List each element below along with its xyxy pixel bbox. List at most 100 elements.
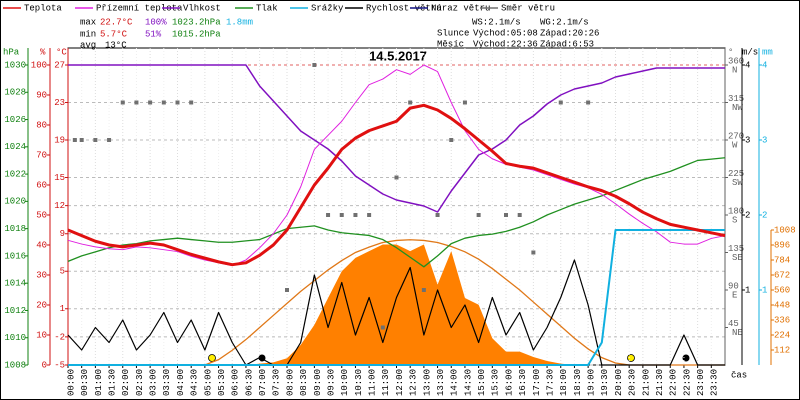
- legend-label: Přízemní teplota: [96, 3, 183, 13]
- series-line: [67, 157, 726, 268]
- x-tick-label: 23:30: [710, 369, 720, 396]
- direction-point: [421, 288, 426, 292]
- direction-point: [435, 213, 440, 217]
- info: Měsíc: [437, 39, 464, 49]
- x-axis-label: čas: [731, 370, 747, 380]
- series-line: [67, 103, 726, 267]
- x-tick-label: 11:00: [368, 369, 378, 396]
- moonrise-icon: [682, 354, 690, 362]
- direction-point: [134, 100, 139, 105]
- x-tick-label: 14:30: [463, 369, 473, 396]
- legend-label: Vlhkost: [183, 3, 221, 13]
- y-tick-label: 3: [745, 135, 750, 145]
- y-tick-label: 315: [728, 94, 744, 104]
- stat: 5.7°C: [100, 29, 128, 39]
- x-tick-label: 04:30: [190, 369, 200, 396]
- y-tick-label: 12: [54, 201, 65, 211]
- y-tick-label: 1010: [4, 333, 26, 343]
- y-tick-label: 1: [745, 285, 750, 295]
- y-tick-label: 60: [36, 180, 47, 190]
- direction-point: [93, 138, 98, 142]
- y-tick-label: 23: [54, 98, 65, 108]
- x-tick-label: 07:30: [272, 369, 282, 396]
- y-tick-label: 112: [774, 345, 790, 355]
- y-tick-label: 3: [762, 135, 767, 145]
- y-tick-label: 0: [42, 360, 47, 370]
- y-tick-label: 224: [774, 330, 790, 340]
- info: WG:2.1m/s: [540, 17, 589, 27]
- x-tick-label: 21:30: [655, 369, 665, 396]
- legend-label: Náraz větru: [431, 3, 490, 13]
- chart-title: 14.5.2017: [369, 48, 427, 63]
- y-tick-label: 50: [36, 210, 47, 220]
- compass-label: NE: [732, 328, 743, 338]
- stat: 51%: [145, 29, 162, 39]
- x-tick-label: 13:30: [436, 369, 446, 396]
- info: Slunce: [437, 28, 469, 38]
- y-tick-label: 2: [762, 210, 767, 220]
- x-tick-label: 06:30: [244, 369, 254, 396]
- stat-label: max: [80, 17, 96, 27]
- y-tick-label: 27: [54, 60, 65, 70]
- x-tick-label: 22:30: [682, 369, 692, 396]
- axis-title: mm: [762, 47, 773, 57]
- y-tick-label: 30: [36, 270, 47, 280]
- stat-label: avg: [80, 40, 96, 50]
- x-tick-label: 04:00: [176, 369, 186, 396]
- y-tick-label: 360: [728, 56, 744, 66]
- y-tick-label: -5: [54, 360, 65, 370]
- axis-title: °: [728, 47, 733, 57]
- x-tick-label: 23:00: [696, 369, 706, 396]
- y-tick-label: 672: [774, 270, 790, 280]
- legend-label: Srážky: [311, 3, 344, 13]
- series-line: [67, 64, 726, 267]
- y-tick-label: 90: [36, 90, 47, 100]
- y-tick-label: 560: [774, 285, 790, 295]
- compass-label: NW: [732, 103, 743, 113]
- legend-label: Tlak: [256, 3, 278, 13]
- x-tick-label: 20:30: [628, 369, 638, 396]
- direction-point: [517, 213, 522, 217]
- y-tick-label: 896: [774, 240, 790, 250]
- compass-label: E: [732, 290, 737, 300]
- x-tick-label: 12:00: [395, 369, 405, 396]
- series-line: [68, 229, 725, 366]
- stat: 1023.2hPa: [172, 17, 221, 27]
- direction-point: [394, 175, 399, 180]
- x-tick-label: 20:00: [614, 369, 624, 396]
- x-tick-label: 21:00: [641, 369, 651, 396]
- y-tick-label: 2: [745, 210, 750, 220]
- compass-label: SE: [732, 253, 743, 263]
- x-tick-label: 02:00: [121, 369, 131, 396]
- x-tick-label: 01:30: [107, 369, 117, 396]
- direction-point: [367, 213, 372, 217]
- y-tick-label: 225: [728, 169, 744, 179]
- y-tick-label: 10: [36, 330, 47, 340]
- x-tick-label: 03:30: [162, 369, 172, 396]
- axis-title: m/s: [742, 47, 758, 57]
- y-tick-label: 1018: [4, 224, 26, 234]
- y-tick-label: 1026: [4, 115, 26, 125]
- info: Východ:22:36: [473, 39, 538, 49]
- direction-point: [148, 100, 153, 105]
- legend-label: Rychlost větru: [366, 3, 442, 13]
- x-tick-label: 08:00: [285, 369, 295, 396]
- x-tick-label: 16:00: [504, 369, 514, 396]
- direction-point: [462, 100, 467, 105]
- direction-point: [120, 100, 125, 105]
- y-tick-label: 1: [762, 285, 767, 295]
- compass-label: N: [732, 65, 737, 75]
- direction-point: [476, 213, 481, 217]
- x-tick-label: 05:00: [203, 369, 213, 396]
- direction-point: [79, 138, 84, 142]
- x-tick-label: 15:30: [491, 369, 501, 396]
- x-tick-label: 19:30: [600, 369, 610, 396]
- direction-point: [504, 213, 508, 217]
- x-tick-label: 16:30: [518, 369, 528, 396]
- y-tick-label: 1022: [4, 169, 26, 179]
- x-tick-label: 11:30: [381, 369, 391, 396]
- axis-title: %: [40, 47, 46, 57]
- info: Východ:05:08: [473, 28, 538, 38]
- direction-point: [312, 63, 317, 67]
